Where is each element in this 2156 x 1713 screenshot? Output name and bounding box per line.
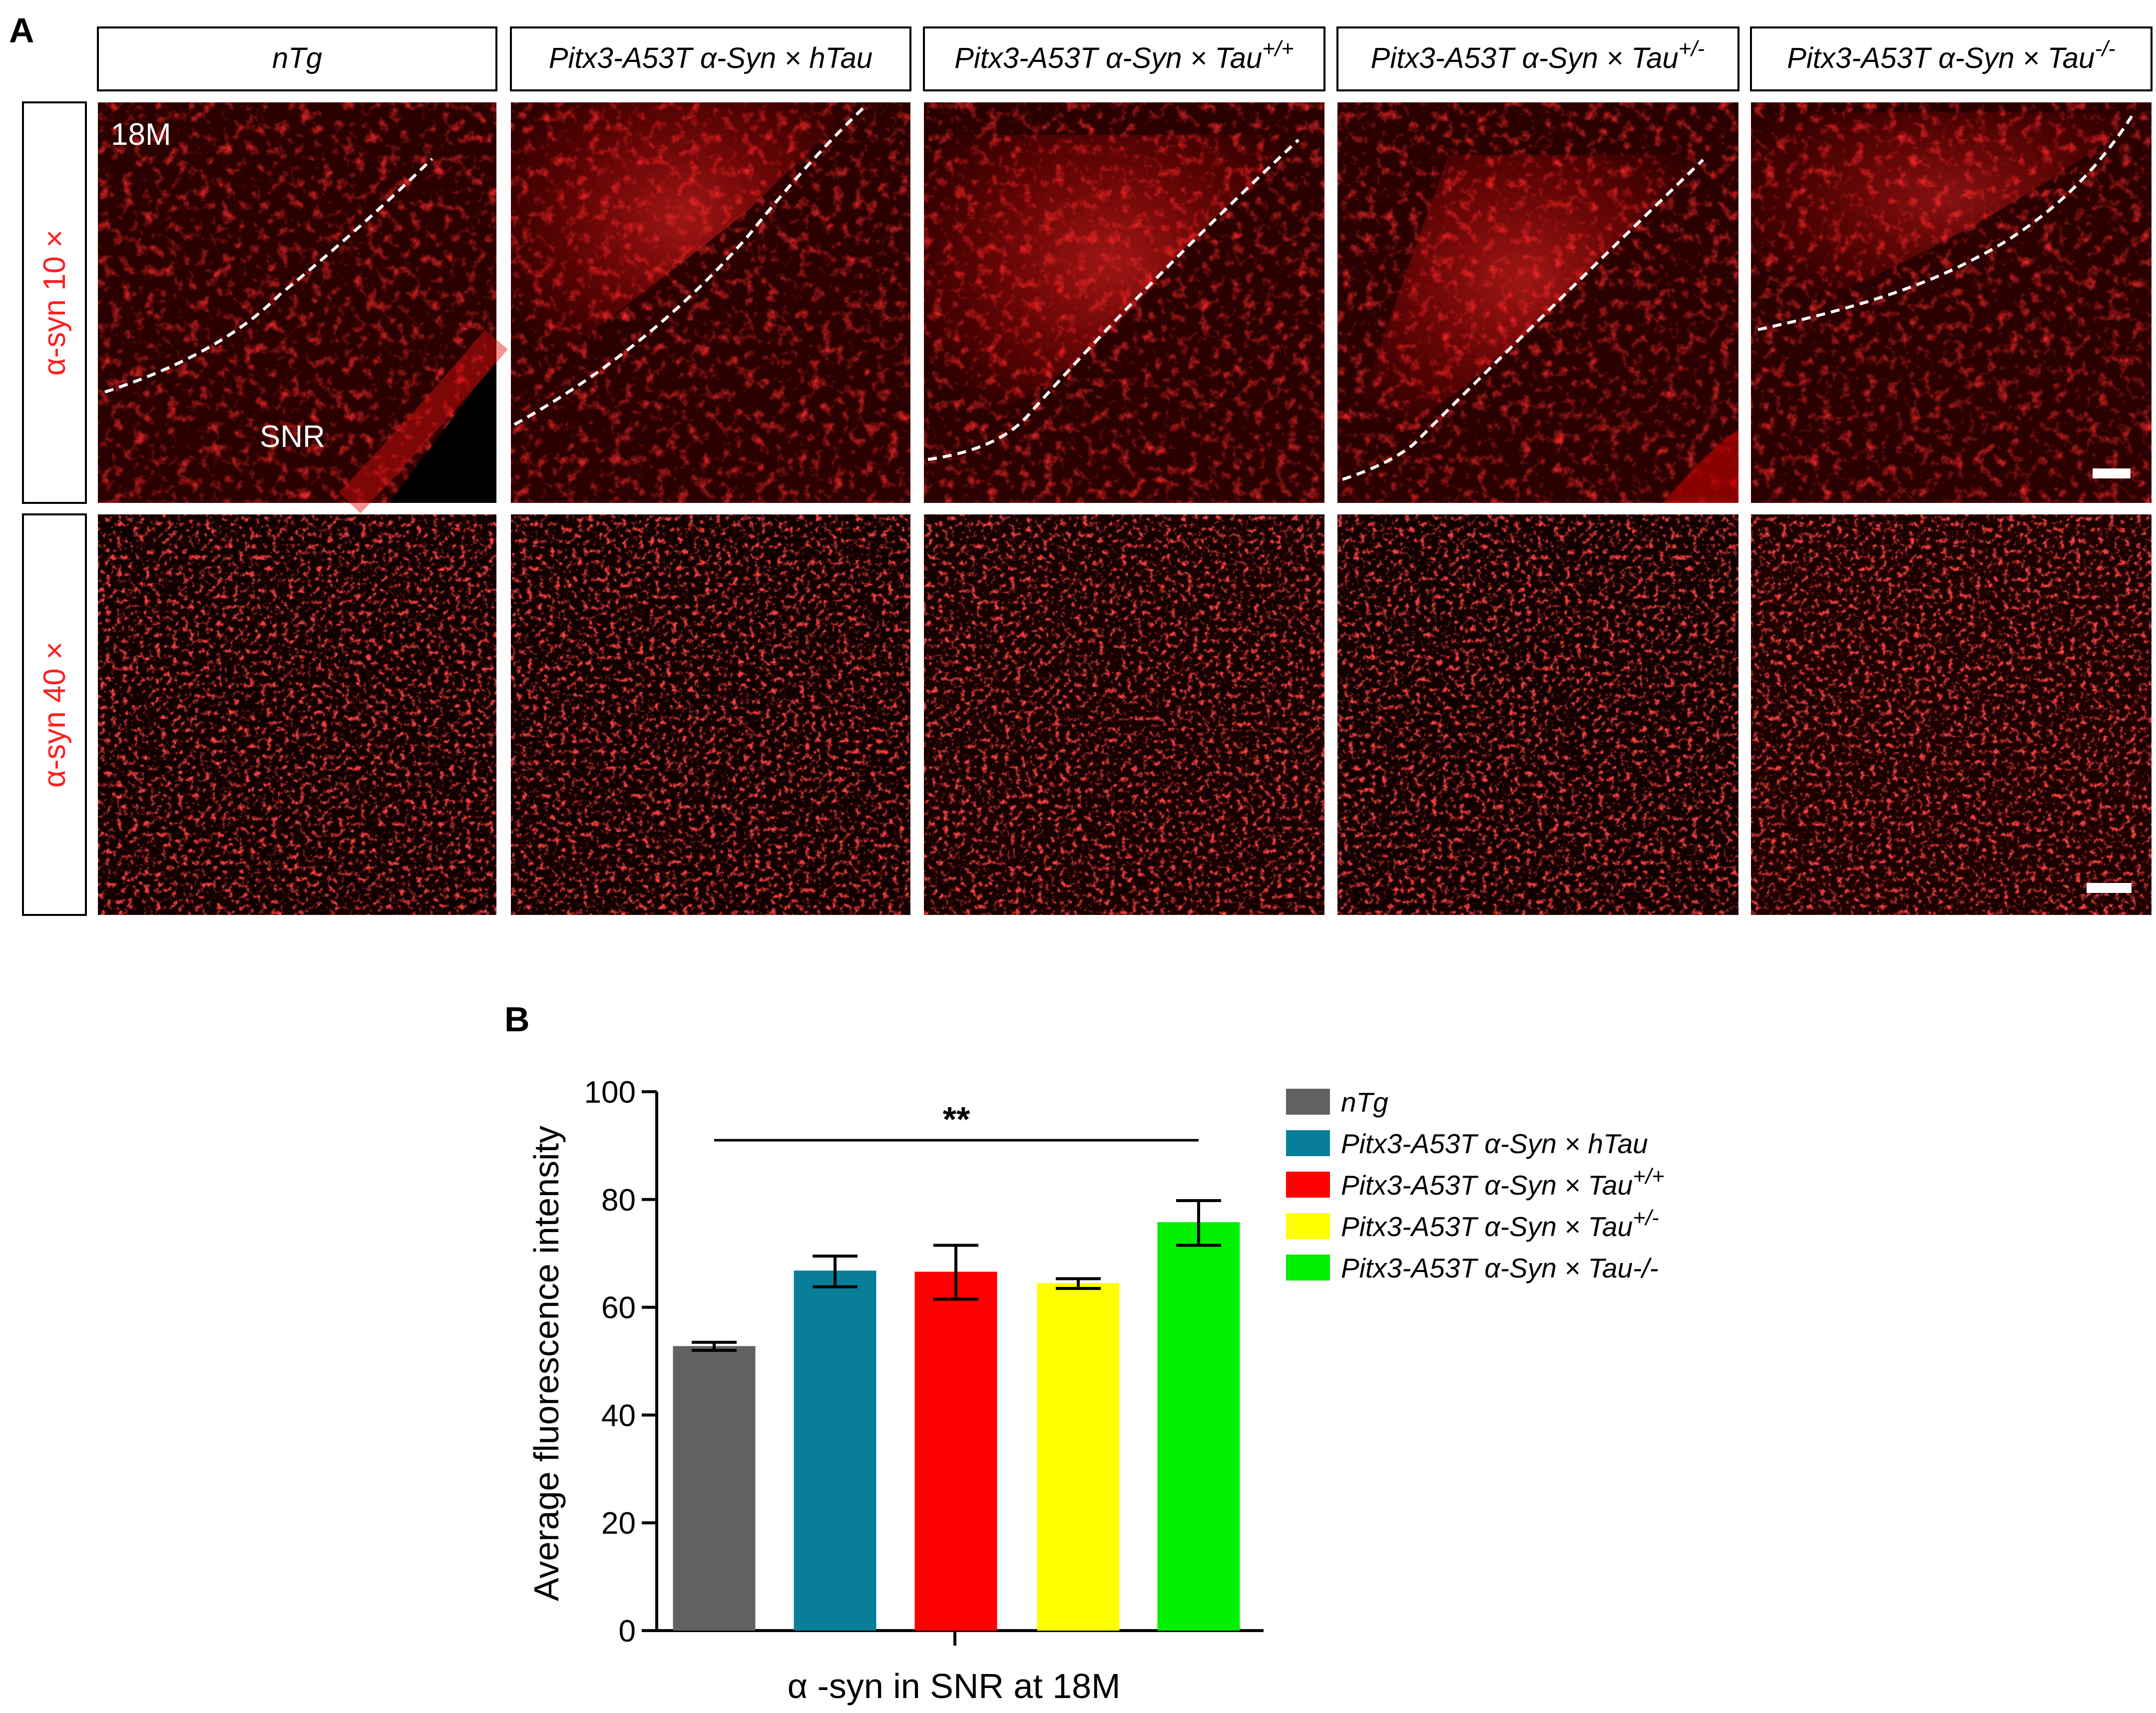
chart-error-bars [692,1199,1221,1352]
legend-swatch [1286,1213,1330,1239]
bar [673,1346,756,1631]
micrograph-htau-40x [511,514,910,915]
bar [794,1271,876,1631]
bar-chart: 0 20 40 60 80 100 ** Average fluorescence int… [527,1075,1665,1706]
micrograph-ntg-10x: 18M SNR [98,102,508,513]
chart-bars [673,1222,1240,1631]
legend-entry: nTg [1341,1087,1388,1118]
micrograph-tau-pm-40x [1337,514,1738,915]
legend-entry-label: nTg [1341,1087,1388,1118]
y-tick-label: 40 [601,1398,636,1433]
micrograph-tau-mm-40x [1751,514,2152,915]
legend-swatch [1286,1130,1330,1156]
y-tick-label: 60 [601,1291,636,1325]
column-header-htau: Pitx3-A53T α-Syn × hTau [510,26,911,91]
bar [1157,1222,1240,1631]
legend-entry-label: Pitx3-A53T α-Syn × hTau [1341,1128,1648,1159]
micrograph-tau-pm-10x [1337,102,1738,503]
micrograph-tau-pp-10x [924,102,1324,503]
svg-text:Pitx3-A53T α-Syn × Tau-/-: Pitx3-A53T α-Syn × Tau-/- [1787,36,2116,74]
micrograph-tau-mm-10x [1751,102,2152,503]
micrograph-htau-10x [511,102,910,503]
column-header-label: Pitx3-A53T α-Syn × hTau [549,42,872,74]
y-tick-label: 20 [601,1506,636,1541]
legend-swatch [1286,1089,1330,1115]
bar [1037,1283,1120,1631]
micrograph-ntg-40x [98,514,496,915]
micrograph-row-40x [98,514,2152,915]
column-headers: nTg Pitx3-A53T α-Syn × hTau Pitx3-A53T α… [97,26,2153,91]
column-header-tau-pp: Pitx3-A53T α-Syn × Tau+/+ [923,26,1325,91]
legend-entry-sup: +/- [1633,1206,1659,1230]
micrograph-row-10x: 18M SNR [98,102,2152,513]
svg-text:Pitx3-A53T α-Syn × Tau+/+: Pitx3-A53T α-Syn × Tau+/+ [954,36,1294,74]
legend-entry: Pitx3-A53T α-Syn × hTau [1341,1128,1648,1159]
bar [914,1272,997,1631]
column-header-label: nTg [272,42,322,74]
scale-bar [2087,883,2132,893]
svg-text:Pitx3-A53T α-Syn × hTau: Pitx3-A53T α-Syn × hTau [549,42,872,74]
column-header-sup: +/- [1679,36,1705,61]
svg-text:nTg: nTg [272,42,322,74]
legend-entry: Pitx3-A53T α-Syn × Tau-/- [1341,1253,1659,1284]
region-label: SNR [260,420,325,454]
legend-entry-label: Pitx3-A53T α-Syn × Tau-/- [1341,1253,1659,1284]
age-label: 18M [111,117,171,152]
row-labels: α-syn 10 × α-syn 40 × [22,101,87,916]
y-tick-label: 80 [601,1183,636,1218]
column-header-tau-mm: Pitx3-A53T α-Syn × Tau-/- [1750,26,2153,91]
y-tick-label: 100 [584,1075,636,1110]
legend-entry-sup: +/+ [1633,1164,1665,1189]
column-header-sup: +/+ [1262,36,1294,61]
column-header-ntg: nTg [97,26,497,91]
column-header-label: Pitx3-A53T α-Syn × Tau [954,42,1262,74]
y-axis-label: Average fluorescence intensity [527,1126,566,1601]
legend-swatch [1286,1172,1330,1198]
column-header-tau-pm: Pitx3-A53T α-Syn × Tau+/- [1336,26,1739,91]
svg-text:Pitx3-A53T α-Syn × Tau+/-: Pitx3-A53T α-Syn × Tau+/- [1371,36,1705,74]
legend-entry: Pitx3-A53T α-Syn × Tau+/- [1341,1206,1659,1242]
legend-entry-label: Pitx3-A53T α-Syn × Tau [1341,1170,1633,1201]
y-tick-label: 0 [619,1614,636,1649]
significance-label: ** [943,1100,970,1139]
significance-annotation: ** [714,1100,1199,1142]
legend-entry: Pitx3-A53T α-Syn × Tau+/+ [1341,1164,1665,1201]
micrograph-tau-pp-40x [924,514,1324,915]
panel-b-letter: B [504,1000,530,1039]
x-axis-label: α -syn in SNR at 18M [788,1667,1121,1706]
row-label-40x: α-syn 40 × [37,642,72,788]
legend-entry-label: Pitx3-A53T α-Syn × Tau [1341,1211,1633,1242]
scale-bar [2093,468,2131,478]
panel-a-letter: A [9,11,34,50]
legend-swatch [1286,1255,1330,1281]
column-header-label: Pitx3-A53T α-Syn × Tau [1371,42,1679,74]
column-header-sup: -/- [2095,36,2116,61]
column-header-label: Pitx3-A53T α-Syn × Tau [1787,42,2095,74]
row-label-10x: α-syn 10 × [37,230,72,376]
chart-legend: nTg Pitx3-A53T α-Syn × hTau Pitx3-A53T α-S… [1286,1087,1665,1284]
chart-ticks: 0 20 40 60 80 100 [584,1075,657,1649]
